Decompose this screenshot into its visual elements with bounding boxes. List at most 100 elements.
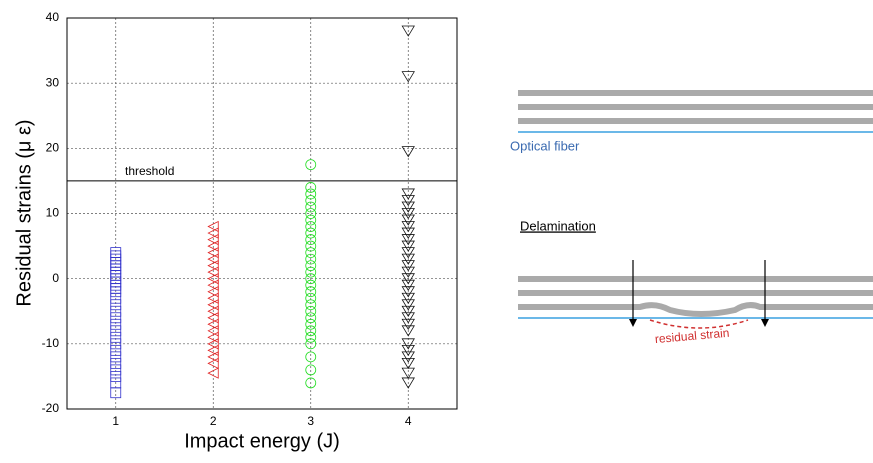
point [305,159,317,171]
y-tick-label: 10 [46,206,60,220]
point [207,325,219,337]
point [110,344,122,356]
point [401,344,415,357]
point [207,266,219,278]
point [207,331,219,343]
point [401,260,415,272]
point [110,351,122,363]
point [110,292,122,304]
point [305,260,317,272]
point [207,220,219,233]
point [207,233,219,246]
point [110,387,122,399]
point [305,312,317,324]
point [110,305,122,317]
point [207,240,219,252]
point [401,253,415,265]
point [401,146,415,158]
point [305,253,317,265]
diagram: Optical fiber Delamination residual stra… [510,90,873,346]
point [207,292,219,304]
point [207,286,219,298]
point [110,318,122,330]
point [401,195,415,207]
layer [518,90,873,96]
point [110,364,122,376]
point [110,299,122,311]
delamination-label: Delamination [520,218,596,233]
point [305,286,317,298]
y-tick-label: 40 [46,10,60,24]
point [110,312,122,324]
point [207,259,219,272]
point [401,279,415,291]
point [401,188,415,200]
y-tick-label: -10 [42,336,60,350]
point [110,371,122,382]
arrow-head [761,319,769,327]
point [401,338,415,350]
point [305,292,317,304]
strain-label: residual strain [654,326,730,346]
point [401,351,415,363]
threshold-label: threshold [125,164,174,178]
point [401,201,415,213]
point [305,273,317,285]
point [401,367,415,379]
point [305,351,317,363]
point [305,266,317,278]
point [207,253,219,265]
x-tick-label: 2 [210,414,217,428]
y-tick-label: -20 [42,401,60,415]
point [401,357,415,370]
point [305,195,317,206]
point [305,221,317,232]
delaminated-layer [518,302,873,317]
point [401,318,415,331]
point [305,208,317,219]
point [207,367,219,379]
x-tick-label: 1 [112,414,119,428]
point [401,214,415,226]
y-tick-label: 30 [46,75,60,89]
point [305,279,317,291]
point [305,377,317,389]
point [305,364,317,376]
point [305,338,317,350]
point [110,357,122,369]
point [305,188,317,200]
x-tick-label: 3 [307,414,314,428]
point [401,325,415,337]
layer [518,276,873,282]
point [401,286,415,298]
fiber-label: Optical fiber [510,138,580,153]
point [207,299,219,311]
point [305,182,317,193]
scatter-plot: -20 -10 0 10 20 30 40 1 2 3 4 threshold [42,10,458,428]
point [401,292,415,304]
point [110,325,122,337]
point [305,240,317,252]
point [207,318,219,330]
point [401,273,415,285]
strain-curve [649,319,749,329]
plot-frame [66,17,458,410]
layer [518,118,873,124]
point [305,227,317,239]
point [305,318,317,330]
point [207,279,219,291]
point [401,247,415,259]
point [207,351,219,363]
x-axis-label: Impact energy (J) [184,430,340,452]
y-tick-label: 20 [46,141,60,155]
point [207,357,219,370]
point [401,240,415,252]
point [305,214,317,226]
y-tick-label: 0 [52,271,59,285]
point [305,331,317,343]
point [401,71,415,83]
point [305,299,317,311]
point [305,201,317,213]
